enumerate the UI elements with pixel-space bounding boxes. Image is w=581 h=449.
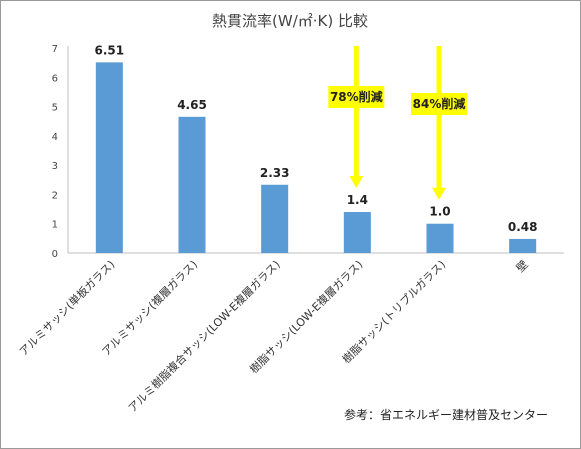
y-tick-label: 3 — [52, 161, 58, 172]
reduction-label: 84%削減 — [413, 96, 466, 111]
bars — [95, 62, 537, 253]
y-tick-label: 1 — [52, 220, 58, 231]
bar — [95, 62, 123, 253]
y-tick-label: 4 — [52, 132, 58, 143]
reduction-badge — [411, 93, 467, 115]
reduction-badge — [328, 86, 385, 108]
y-ticks: 0 1 2 3 4 5 6 7 — [52, 44, 58, 260]
category-label: アルミ樹脂複合サッシ(LOW-E複層ガラス) — [125, 257, 283, 415]
y-tick-label: 2 — [52, 190, 58, 201]
bar — [178, 116, 206, 253]
y-tick-label: 5 — [52, 103, 58, 114]
reduction-label: 78%削減 — [330, 89, 383, 104]
data-label: 1.0 — [429, 205, 450, 219]
bar — [426, 223, 454, 253]
annotations: 78%削減 84%削減 — [328, 86, 467, 115]
category-labels: アルミサッシ(単板ガラス)アルミサッシ(複層ガラス)アルミ樹脂複合サッシ(LOW… — [16, 257, 531, 415]
reduction-arrow-head — [349, 176, 364, 188]
y-tick-label: 7 — [52, 44, 58, 55]
data-label: 4.65 — [177, 98, 207, 112]
chart-title: 熱貫流率(W/㎡·K) 比較 — [212, 12, 368, 30]
y-tick-label: 6 — [52, 73, 58, 84]
data-labels: 6.51 4.65 2.33 1.4 1.0 0.48 — [95, 43, 538, 234]
data-label: 2.33 — [260, 166, 290, 180]
category-label: アルミサッシ(単板ガラス) — [16, 257, 117, 358]
category-label: 壁 — [513, 257, 531, 275]
bar — [343, 212, 371, 253]
y-tick-label: 0 — [52, 249, 58, 260]
source-note: 参考：省エネルギー建材普及センター — [344, 407, 548, 422]
data-label: 6.51 — [95, 43, 125, 57]
data-label: 1.4 — [347, 193, 368, 207]
reduction-arrow-shaft — [353, 46, 359, 178]
reduction-arrows — [349, 46, 446, 200]
bar — [261, 184, 289, 253]
bar — [509, 238, 537, 253]
reduction-arrow-shaft — [436, 46, 442, 190]
reduction-arrow-head — [432, 187, 446, 200]
data-label: 0.48 — [508, 220, 538, 234]
category-label: アルミサッシ(複層ガラス) — [99, 257, 200, 358]
